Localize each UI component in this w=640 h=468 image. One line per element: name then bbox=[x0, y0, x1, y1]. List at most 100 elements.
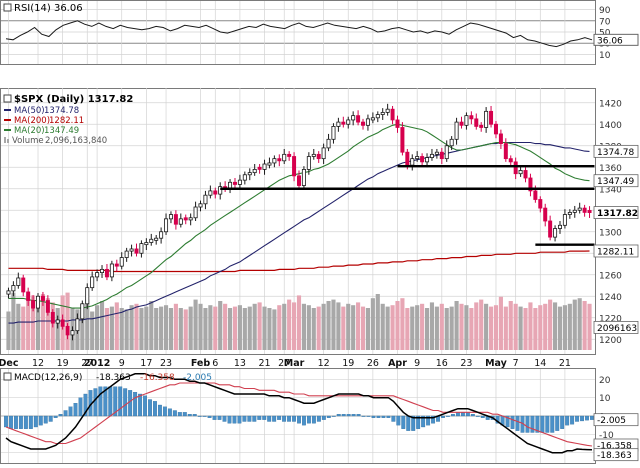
volume-bar bbox=[420, 303, 425, 350]
date-tick-label: 13 bbox=[234, 358, 246, 369]
price-bar-body bbox=[375, 114, 380, 119]
macd-badge bbox=[593, 413, 639, 427]
macd-histogram-bar bbox=[391, 415, 396, 422]
macd-histogram-bar bbox=[53, 415, 58, 418]
volume-bar bbox=[538, 305, 543, 350]
price-bar bbox=[346, 116, 351, 129]
macd-histogram-bar bbox=[306, 415, 311, 424]
macd-histogram-bar bbox=[222, 415, 227, 422]
price-bar-body bbox=[301, 168, 306, 186]
price-bar bbox=[449, 136, 454, 151]
price-bar bbox=[119, 252, 124, 270]
price-bar bbox=[351, 111, 356, 126]
price-bar bbox=[36, 293, 41, 313]
volume-bar bbox=[341, 306, 346, 350]
price-bar-body bbox=[351, 115, 356, 121]
price-bar bbox=[95, 269, 100, 282]
volume-bar bbox=[31, 295, 36, 350]
price-bar-body bbox=[469, 115, 474, 120]
price-bar-body bbox=[518, 170, 523, 175]
legend-ma50-value: 1374.78 bbox=[44, 106, 79, 116]
macd-histogram-bar bbox=[530, 415, 535, 433]
price-bar-body bbox=[149, 238, 154, 243]
price-bar-body bbox=[484, 110, 489, 128]
macd-histogram-bar bbox=[441, 415, 445, 418]
volume-bar bbox=[114, 302, 119, 350]
macd-histogram-bar bbox=[48, 415, 53, 422]
volume-bar bbox=[95, 305, 100, 350]
price-bar bbox=[198, 200, 203, 212]
price-bar-body bbox=[380, 112, 385, 115]
date-tick-label: 7 bbox=[513, 358, 519, 369]
legend-ma200-value: 1282.11 bbox=[49, 116, 84, 126]
date-tick-label: 26 bbox=[367, 358, 379, 369]
rsi-panel bbox=[0, 0, 596, 65]
volume-bar bbox=[572, 299, 577, 350]
volume-bar bbox=[557, 306, 563, 350]
price-bar-body bbox=[60, 319, 65, 327]
price-bar bbox=[361, 118, 366, 130]
volume-bar bbox=[562, 305, 567, 350]
macd-histogram-bar bbox=[535, 415, 540, 433]
macd-histogram-bar bbox=[555, 415, 560, 431]
macd-histogram-bar bbox=[580, 415, 585, 422]
price-bar bbox=[50, 309, 55, 328]
price-bar bbox=[282, 148, 287, 165]
price-bar-body bbox=[395, 119, 400, 128]
macd-histogram-bar bbox=[455, 412, 460, 417]
volume-bar bbox=[119, 308, 124, 350]
rsi-tick-label: 90 bbox=[599, 6, 611, 16]
price-bar-body bbox=[104, 268, 109, 278]
price-bar-body bbox=[321, 147, 326, 160]
price-bar bbox=[287, 151, 292, 161]
price-bar-body bbox=[553, 228, 558, 238]
price-bar-body bbox=[572, 209, 577, 213]
price-bar bbox=[164, 213, 169, 235]
price-bar bbox=[109, 260, 114, 282]
volume-bar bbox=[149, 301, 154, 350]
price-bar-body bbox=[178, 218, 183, 225]
price-bar-body bbox=[528, 177, 533, 192]
price-bar-body bbox=[336, 121, 341, 127]
price-bar-body bbox=[498, 133, 503, 145]
price-bar-body bbox=[282, 153, 287, 162]
price-badge bbox=[593, 321, 639, 334]
macd-histogram-bar bbox=[262, 415, 267, 420]
price-bar-body bbox=[410, 158, 415, 166]
macd-histogram-bar bbox=[450, 414, 455, 417]
price-bar bbox=[183, 214, 188, 225]
date-tick-label: 23 bbox=[460, 358, 472, 369]
macd-histogram-bar bbox=[138, 393, 143, 417]
date-tick-label: 21 bbox=[559, 358, 571, 369]
price-bar bbox=[469, 111, 474, 125]
price-badges: 36.06 1374.78 1347.49 1317.82 1282.11 2096163… bbox=[593, 33, 639, 461]
price-bar bbox=[168, 211, 173, 224]
macd-histogram-bar bbox=[540, 415, 545, 433]
volume-bar bbox=[104, 308, 110, 350]
price-bar bbox=[149, 233, 154, 246]
volume-bar bbox=[55, 308, 60, 350]
price-bar bbox=[365, 114, 370, 131]
price-bar-body bbox=[95, 272, 100, 278]
macd-histogram-bar bbox=[202, 415, 207, 417]
macd-histogram-bar bbox=[321, 415, 326, 420]
price-bar bbox=[390, 105, 395, 125]
macd-histogram-bar bbox=[287, 415, 292, 422]
rsi-legend: RSI(14) 36.06 bbox=[3, 3, 83, 14]
price-bar bbox=[277, 154, 282, 167]
price-value-label: 1347.49 bbox=[597, 177, 634, 187]
volume-bar bbox=[159, 306, 164, 350]
volume-bar bbox=[257, 302, 262, 350]
price-bar-body bbox=[21, 277, 26, 293]
price-bar-body bbox=[567, 211, 572, 215]
volume-bar bbox=[424, 308, 430, 350]
price-title: $SPX (Daily) 1317.82 bbox=[14, 94, 133, 105]
date-tick-label: 23 bbox=[160, 358, 172, 369]
price-bar-body bbox=[493, 123, 498, 135]
volume-bar bbox=[479, 299, 484, 350]
price-bar-body bbox=[459, 121, 464, 126]
rsi-value-label: 36.06 bbox=[597, 36, 623, 46]
price-bar-body bbox=[385, 108, 390, 113]
